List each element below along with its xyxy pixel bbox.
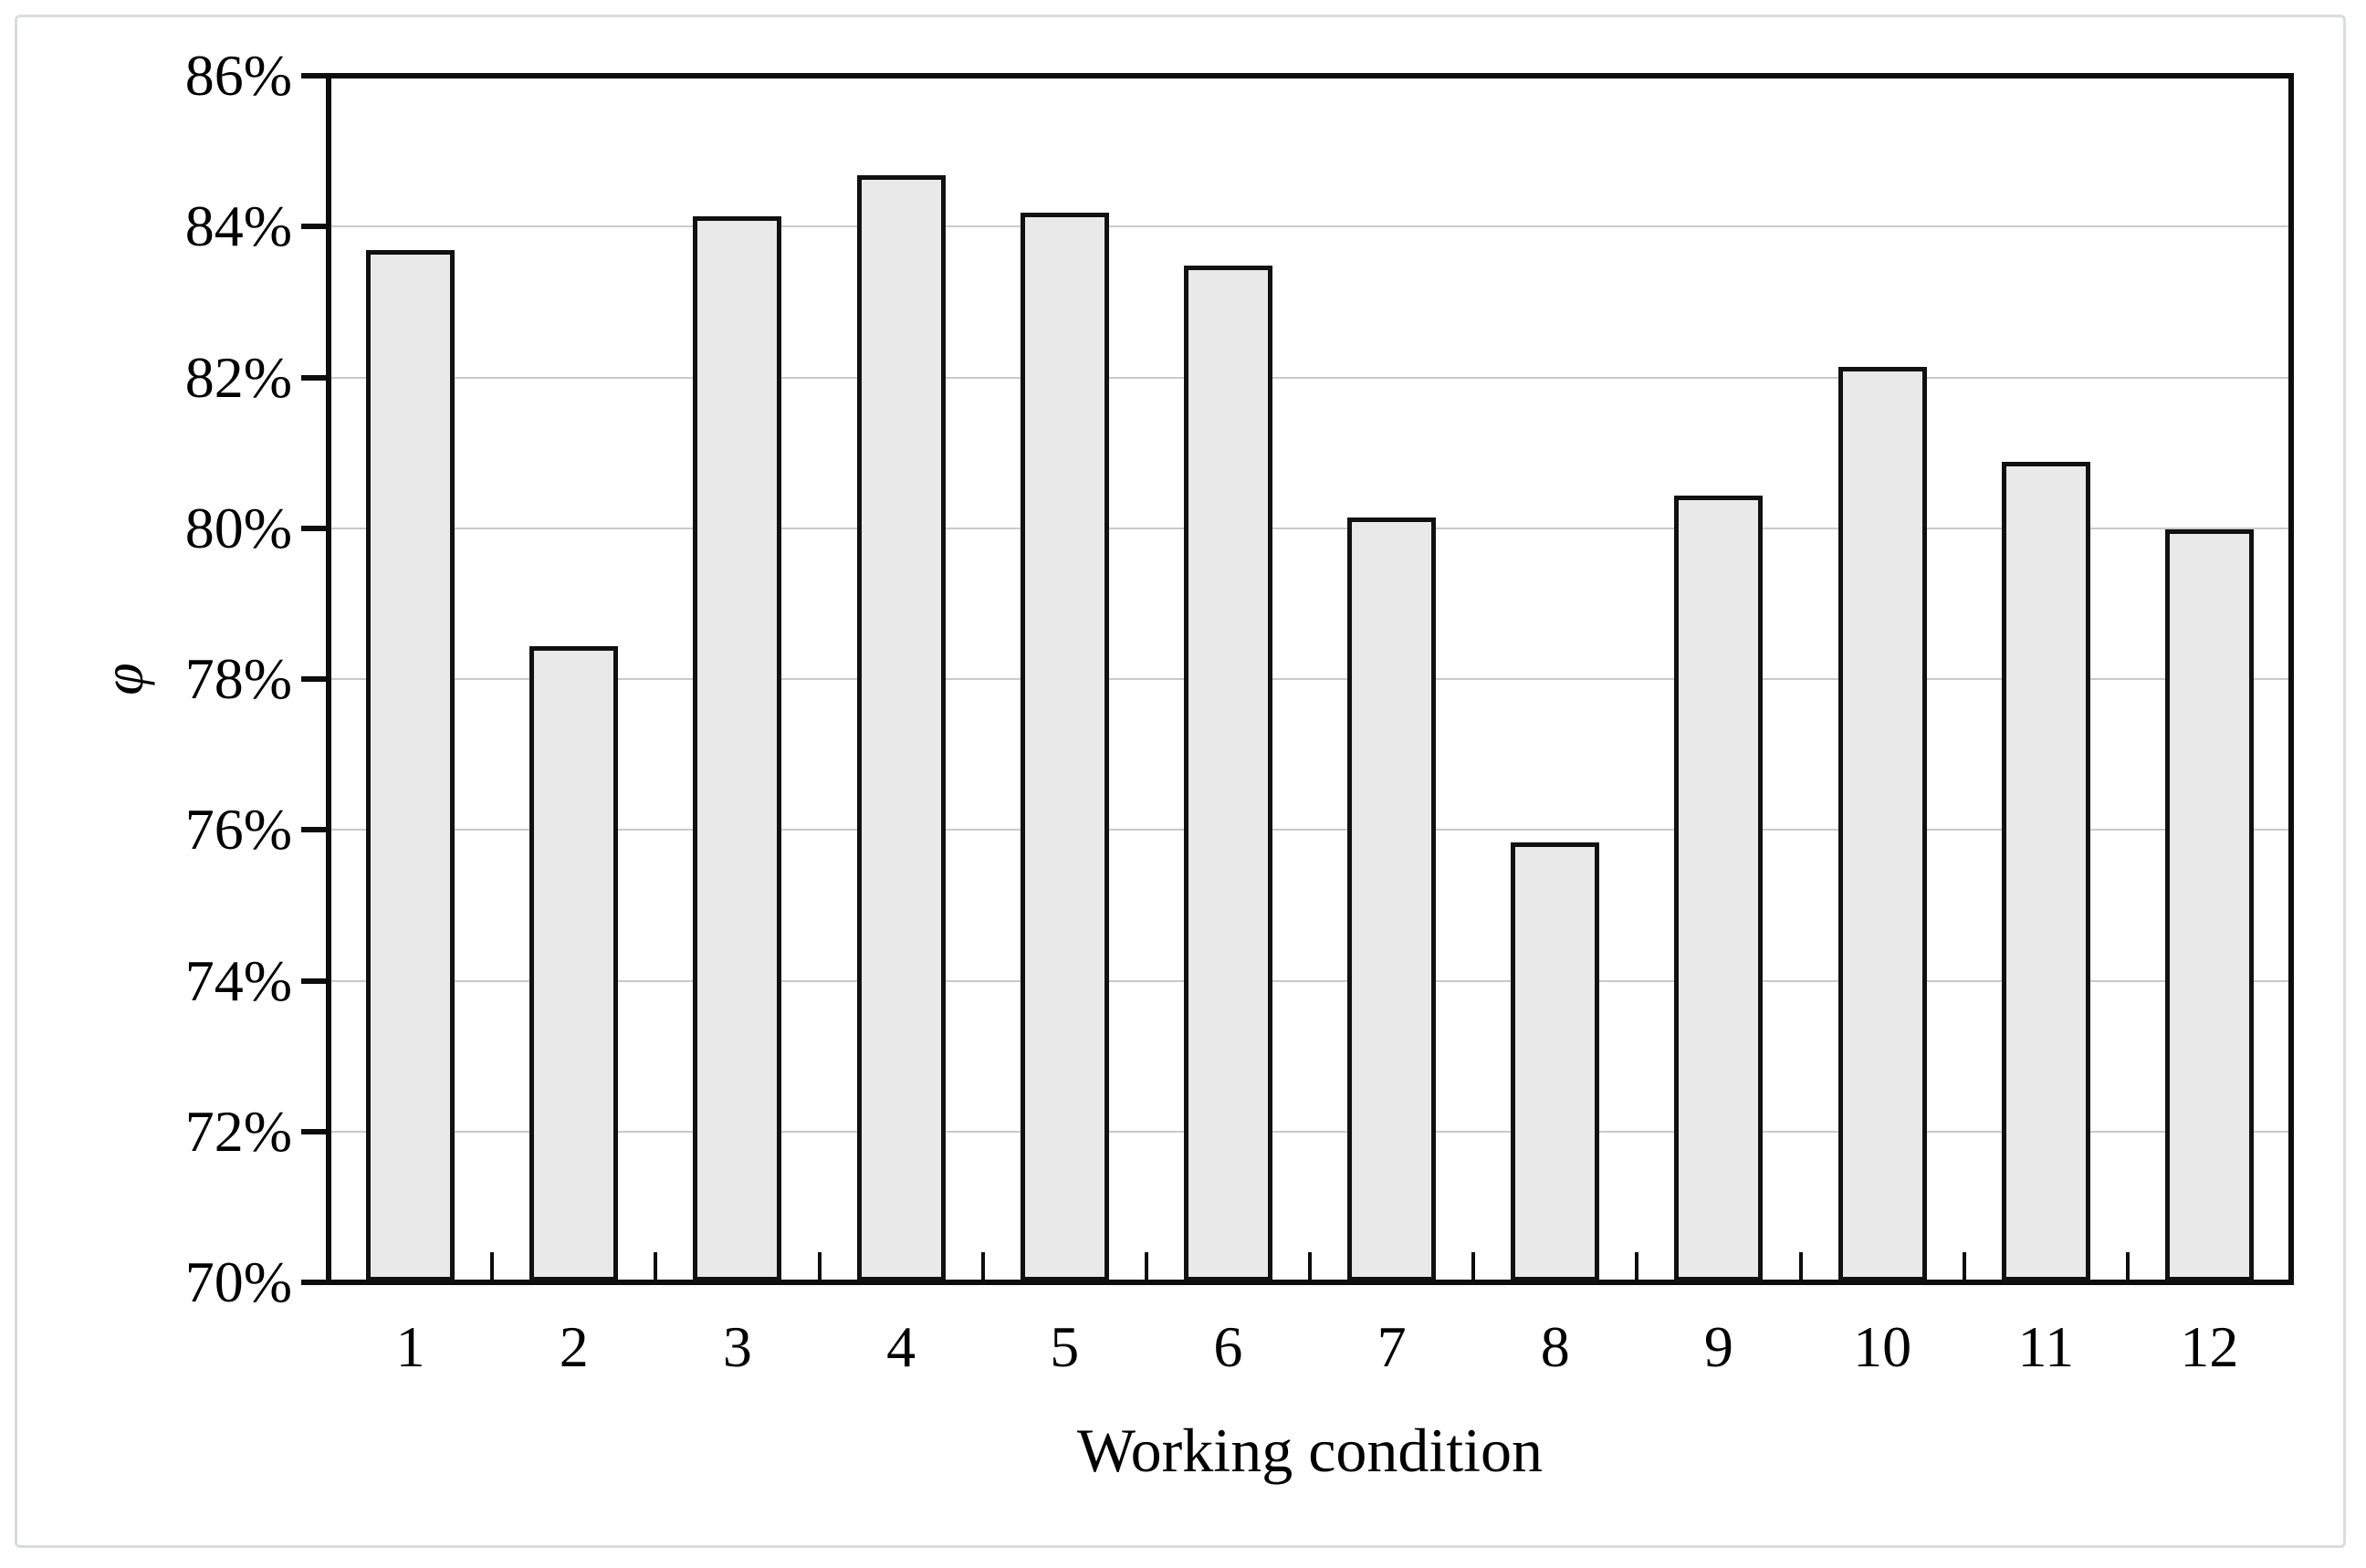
x-category-label: 12 <box>2180 1314 2239 1379</box>
bar <box>693 215 782 1281</box>
bar <box>529 645 619 1281</box>
gridline <box>331 1130 2288 1133</box>
bar <box>366 250 455 1281</box>
y-tick-label: 84% <box>184 193 292 259</box>
y-tick-label: 74% <box>184 947 292 1013</box>
y-tick-label: 76% <box>184 797 292 862</box>
x-axis-minor-tick <box>490 1252 495 1280</box>
y-axis-tick <box>301 1280 327 1285</box>
x-category-label: 2 <box>559 1314 589 1379</box>
x-axis-minor-tick <box>1144 1252 1148 1280</box>
y-axis-tick <box>301 977 327 984</box>
bar <box>2001 461 2090 1281</box>
x-category-label: 5 <box>1050 1314 1080 1379</box>
y-axis-tick <box>301 73 327 78</box>
bar <box>1347 517 1437 1281</box>
gridline <box>331 678 2288 680</box>
x-axis-minor-tick <box>1635 1252 1639 1280</box>
x-axis-minor-tick <box>817 1252 822 1280</box>
bar <box>1837 367 1927 1281</box>
bar <box>1511 841 1600 1281</box>
x-category-label: 10 <box>1853 1314 1912 1379</box>
y-axis-tick <box>301 224 327 230</box>
bar <box>1183 265 1272 1281</box>
x-axis-minor-tick <box>1962 1252 1966 1280</box>
x-category-label: 6 <box>1213 1314 1243 1379</box>
x-axis-minor-tick <box>980 1252 985 1280</box>
y-tick-label: 70% <box>184 1249 292 1314</box>
y-axis-tick <box>301 827 327 833</box>
y-axis-tick <box>301 374 327 381</box>
x-axis-minor-tick <box>654 1252 658 1280</box>
gridline <box>331 376 2288 379</box>
x-category-label: 1 <box>395 1314 425 1379</box>
x-category-label: 8 <box>1540 1314 1570 1379</box>
y-axis-tick <box>301 525 327 531</box>
x-category-label: 11 <box>2017 1314 2075 1379</box>
y-tick-label: 80% <box>184 495 292 560</box>
gridline <box>331 527 2288 529</box>
x-axis-title: Working condition <box>1076 1416 1544 1485</box>
gridline <box>331 979 2288 982</box>
y-tick-label: 86% <box>184 43 292 108</box>
y-axis-tick <box>301 1128 327 1134</box>
y-tick-label: 78% <box>184 646 292 711</box>
x-axis-minor-tick <box>2125 1252 2130 1280</box>
bar <box>856 174 946 1281</box>
bar <box>1020 212 1109 1281</box>
x-category-label: 3 <box>722 1314 752 1379</box>
plot-area-border <box>326 73 2294 1285</box>
gridline <box>331 829 2288 831</box>
y-tick-label: 82% <box>184 344 292 410</box>
gridline <box>331 225 2288 228</box>
x-category-label: 9 <box>1703 1314 1733 1379</box>
bar <box>1674 495 1764 1281</box>
x-axis-minor-tick <box>1471 1252 1476 1280</box>
y-tick-label: 72% <box>184 1098 292 1164</box>
bar <box>2164 528 2254 1281</box>
y-axis-tick <box>301 676 327 682</box>
x-category-label: 4 <box>886 1314 916 1379</box>
y-axis-title: φ <box>90 663 155 695</box>
x-axis-minor-tick <box>1308 1252 1312 1280</box>
x-category-label: 7 <box>1377 1314 1407 1379</box>
x-axis-minor-tick <box>1798 1252 1803 1280</box>
